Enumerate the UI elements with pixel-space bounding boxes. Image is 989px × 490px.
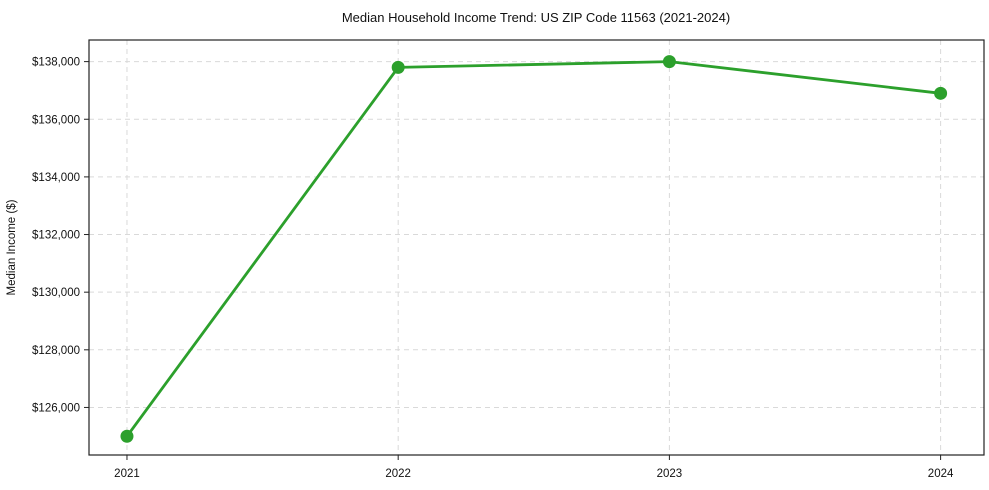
x-tick-label: 2021 [114,468,140,480]
data-point-2023 [662,55,676,69]
y-tick-label: $128,000 [32,345,80,357]
y-tick-label: $126,000 [32,402,80,414]
plot-border [88,39,985,456]
y-tick-label: $134,000 [32,172,80,184]
y-tick-label: $138,000 [32,57,80,69]
chart-title: Median Household Income Trend: US ZIP Co… [342,10,730,25]
data-point-2024 [934,86,948,100]
y-tick-label: $130,000 [32,287,80,299]
axes: $126,000 $128,000 $130,000 $132,000 $134,000… [32,39,985,480]
trend-series [120,55,948,443]
y-tick-label: $136,000 [32,114,80,126]
data-point-2022 [391,60,405,74]
gridlines [89,40,984,455]
y-axis-label: Median Income ($) [6,199,18,295]
x-tick-label: 2022 [385,468,411,480]
data-point-2021 [120,429,134,443]
y-tick-label: $132,000 [32,230,80,242]
trend-line [125,60,943,438]
x-tick-label: 2024 [928,468,954,480]
x-tick-label: 2023 [657,468,683,480]
